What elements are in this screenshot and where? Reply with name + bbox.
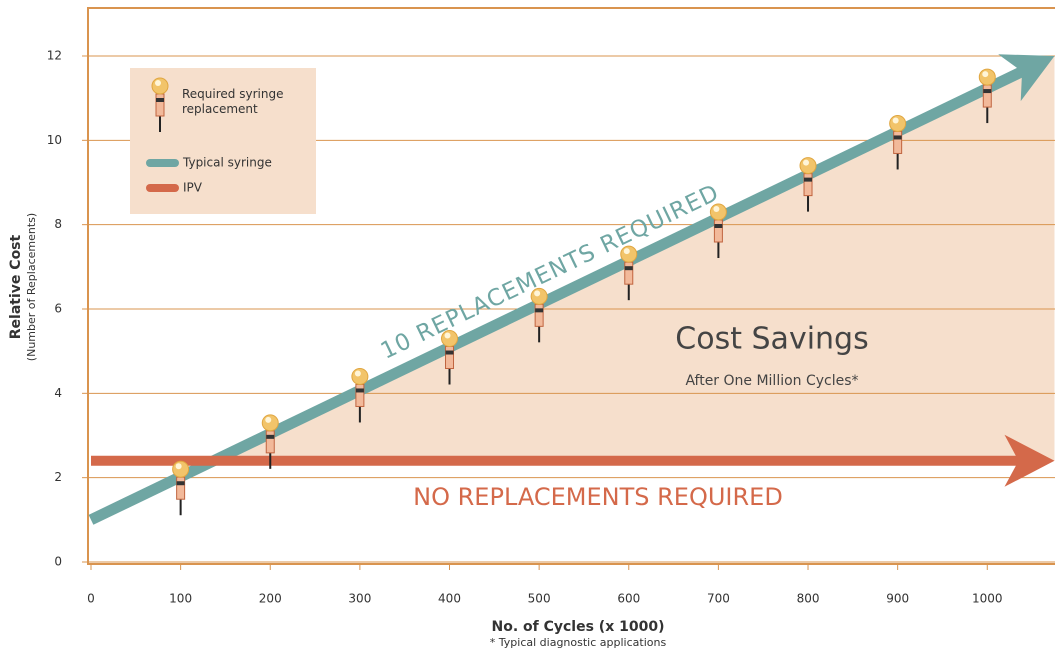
legend-label: Typical syringe [182,156,272,170]
syringe-band [804,178,812,182]
y-tick-label: 0 [54,555,62,569]
annotation: NO REPLACEMENTS REQUIRED [413,483,783,511]
replacement-marker [173,461,189,515]
x-tick-label: 1000 [972,592,1003,606]
syringe-band [625,266,633,270]
syringe-body [535,304,543,326]
syringe-body [177,477,185,499]
syringe-body [714,220,722,242]
y-axis-sublabel: (Number of Replacements) [25,213,38,361]
y-tick-label: 6 [54,301,62,315]
annotation: Cost Savings [675,322,868,357]
syringe-ball [979,69,995,85]
x-tick-label: 600 [617,592,640,606]
syringe-body [446,347,454,369]
y-tick-label: 10 [47,133,62,147]
x-tick-label: 100 [169,592,192,606]
syringe-band [356,388,364,392]
x-tick-label: 800 [797,592,820,606]
y-tick-label: 8 [54,217,62,231]
y-axis-label: Relative Cost [8,234,24,339]
syringe-body [983,85,991,107]
syringe-body [625,262,633,284]
syringe-band [446,351,454,355]
x-tick-label: 400 [438,592,461,606]
legend-text-box: Required syringe replacement [182,87,312,123]
syringe-glint [803,160,809,166]
annotation: After One Million Cycles* [685,373,858,389]
y-tick-label: 12 [47,48,62,62]
syringe-body [356,384,364,406]
x-axis-label: No. of Cycles (x 1000) [492,619,665,635]
x-tick-label: 0 [87,592,95,606]
syringe-ball [173,461,189,477]
syringe-band [535,308,543,312]
syringe-band [177,481,185,485]
legend-label: Required syringe replacement [182,87,312,117]
y-tick-label: 4 [54,386,62,400]
syringe-glint [893,117,899,123]
syringe-band [714,224,722,228]
syringe-ball [800,158,816,174]
syringe-body [804,174,812,196]
syringe-glint [155,80,161,86]
syringe-glint [355,370,361,376]
syringe-band [266,435,274,439]
syringe-band [156,98,164,102]
x-tick-label: 200 [259,592,282,606]
legend-label: IPV [183,181,203,195]
footnote: * Typical diagnostic applications [490,636,667,649]
chart: 0 2 4 6 8 10 12 0 100 200 300 400 500 600 700 800 900 100… [0,0,1055,656]
x-tick-label: 700 [707,592,730,606]
syringe-ball [152,78,168,94]
x-tick-label: 300 [348,592,371,606]
syringe-ball [890,115,906,131]
syringe-body [894,131,902,153]
syringe-ball [262,415,278,431]
syringe-ball [352,368,368,384]
syringe-glint [265,417,271,423]
syringe-band [983,89,991,93]
x-tick-label: 900 [886,592,909,606]
syringe-band [894,135,902,139]
syringe-glint [176,463,182,469]
x-tick-label: 500 [528,592,551,606]
syringe-glint [982,71,988,77]
syringe-body [156,94,164,116]
syringe-body [266,431,274,453]
y-tick-label: 2 [54,470,62,484]
